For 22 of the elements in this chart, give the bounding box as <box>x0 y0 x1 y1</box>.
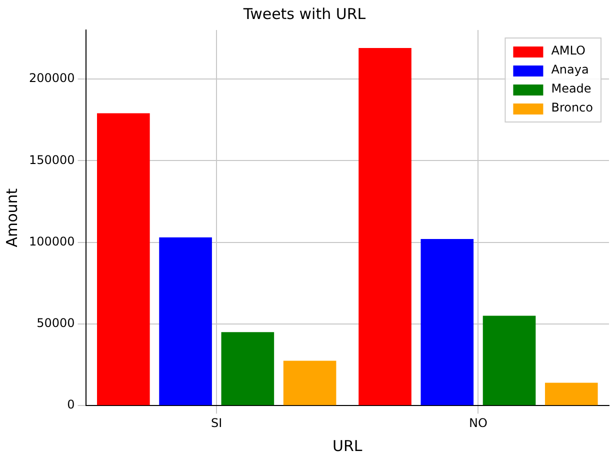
bar <box>159 237 212 406</box>
bar <box>221 332 274 406</box>
y-tick-label: 100000 <box>28 234 75 248</box>
x-axis-title: URL <box>332 436 363 455</box>
chart-title: Tweets with URL <box>242 4 366 23</box>
bar <box>97 113 150 406</box>
legend-label: AMLO <box>551 44 586 58</box>
y-axis-title: Amount <box>2 188 21 248</box>
bar <box>358 48 412 406</box>
y-tick-label: 150000 <box>28 152 75 167</box>
y-tick-label: 50000 <box>36 316 75 330</box>
bar <box>283 360 336 406</box>
legend-label: Bronco <box>551 100 594 115</box>
bar <box>420 239 474 406</box>
y-tick-label: 0 <box>67 398 75 412</box>
x-tick-label: NO <box>468 416 488 430</box>
legend-label: Anaya <box>551 62 589 77</box>
bar <box>482 316 536 406</box>
x-tick-label: SI <box>211 416 222 430</box>
y-tick-label: 200000 <box>28 71 75 86</box>
legend-label: Meade <box>551 82 592 96</box>
bar <box>544 382 598 406</box>
